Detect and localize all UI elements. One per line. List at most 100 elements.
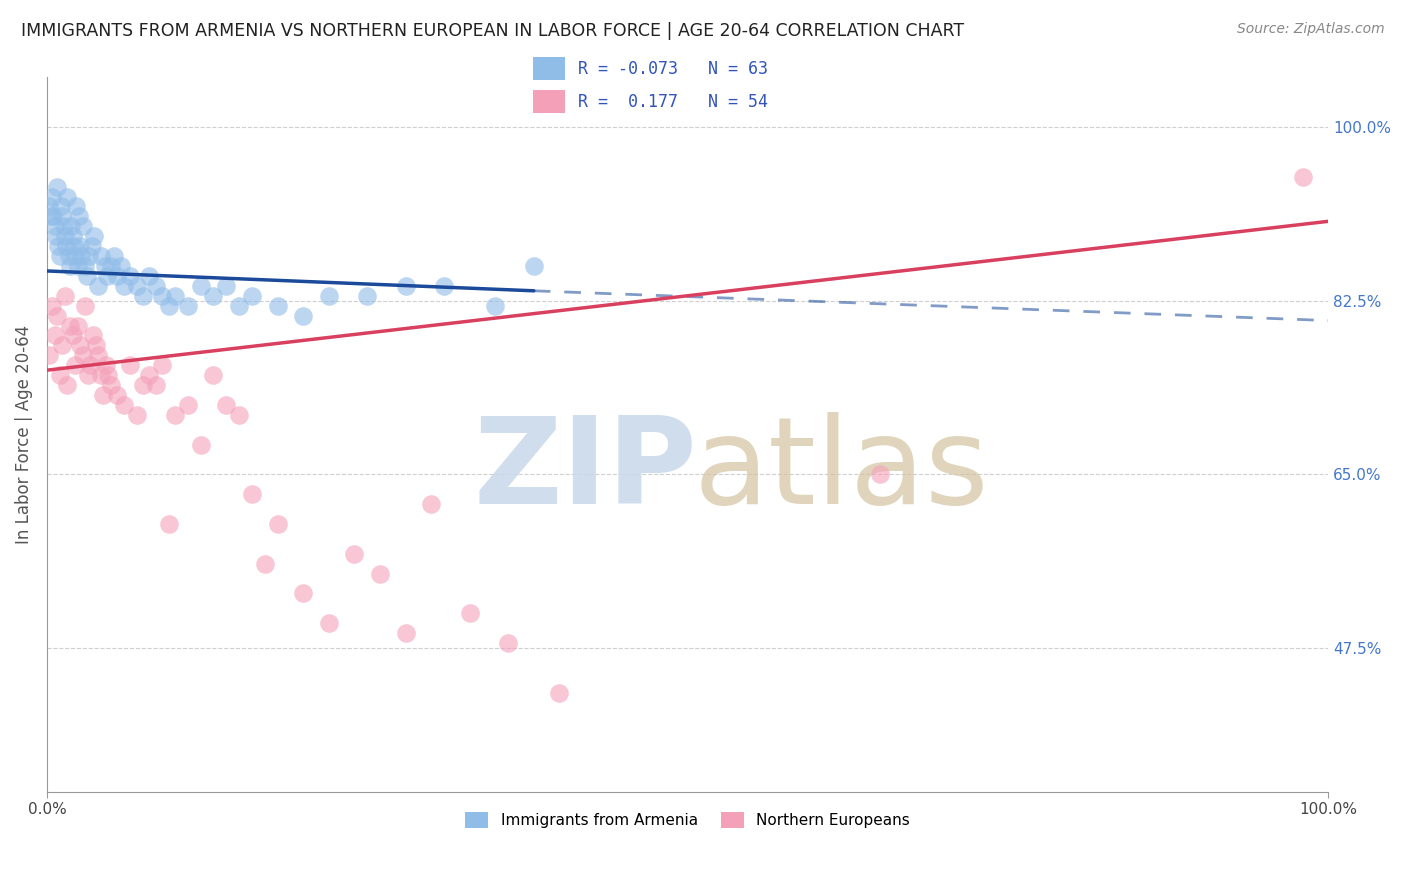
Point [48,368,70,383]
Point [228,408,250,422]
Text: R = -0.073   N = 63: R = -0.073 N = 63 [578,60,769,78]
Point [343,547,366,561]
Point [75,299,97,313]
Point [46,309,69,323]
Point [157,299,180,313]
Point [157,516,180,531]
Point [49,199,72,213]
Point [69,239,91,253]
Point [132,289,155,303]
Point [103,249,125,263]
Text: R =  0.177   N = 54: R = 0.177 N = 54 [578,93,769,111]
Point [82,328,104,343]
Point [72,219,94,234]
Point [67,210,90,224]
Point [523,259,546,273]
Point [869,467,891,482]
Point [59,259,82,273]
Point [100,259,122,273]
Point [79,358,101,372]
Point [53,229,76,244]
Point [63,358,86,372]
Point [496,636,519,650]
Point [41,299,63,313]
Point [87,278,110,293]
Point [150,289,173,303]
Point [395,626,418,640]
Point [38,199,60,213]
Point [70,249,93,263]
Point [253,557,276,571]
Point [42,210,65,224]
Point [90,368,112,383]
Point [202,368,225,383]
Point [62,229,84,244]
Point [240,487,263,501]
Point [177,398,200,412]
Point [51,338,73,352]
Point [75,259,97,273]
Point [44,328,66,343]
Point [105,388,128,402]
Point [65,199,87,213]
Point [46,179,69,194]
Point [96,268,118,283]
Text: Source: ZipAtlas.com: Source: ZipAtlas.com [1237,22,1385,37]
Point [44,219,66,234]
Point [69,338,91,352]
Point [66,259,89,273]
Point [56,189,79,203]
Legend: Immigrants from Armenia, Northern Europeans: Immigrants from Armenia, Northern Europe… [460,806,915,834]
Point [55,239,77,253]
Point [420,497,443,511]
Point [215,278,238,293]
Point [177,299,200,313]
Point [60,219,83,234]
Point [66,318,89,333]
Point [548,686,571,700]
Point [63,249,86,263]
Point [90,249,112,263]
FancyBboxPatch shape [533,57,565,80]
Point [368,566,391,581]
Point [356,289,378,303]
Text: atlas: atlas [693,412,988,529]
Point [38,348,60,362]
Point [80,239,103,253]
Point [97,368,120,383]
Point [77,249,100,263]
Point [76,268,98,283]
Point [94,358,117,372]
Point [266,299,288,313]
Point [120,268,142,283]
Point [52,219,75,234]
Point [93,259,115,273]
Point [163,289,186,303]
Point [132,378,155,392]
Point [48,249,70,263]
Point [190,278,212,293]
Point [125,408,148,422]
Point [150,358,173,372]
Point [100,378,122,392]
Point [240,289,263,303]
Point [228,299,250,313]
Point [112,398,135,412]
Point [72,348,94,362]
Point [51,210,73,224]
Point [83,229,105,244]
Point [58,249,80,263]
Point [395,278,418,293]
Point [190,437,212,451]
Text: IMMIGRANTS FROM ARMENIA VS NORTHERN EUROPEAN IN LABOR FORCE | AGE 20-64 CORRELAT: IMMIGRANTS FROM ARMENIA VS NORTHERN EURO… [21,22,965,40]
Point [110,259,132,273]
Point [77,368,100,383]
Point [62,328,84,343]
Point [56,378,79,392]
Point [266,516,288,531]
Point [87,348,110,362]
Point [45,229,67,244]
Point [484,299,506,313]
Point [138,268,160,283]
Point [91,388,114,402]
